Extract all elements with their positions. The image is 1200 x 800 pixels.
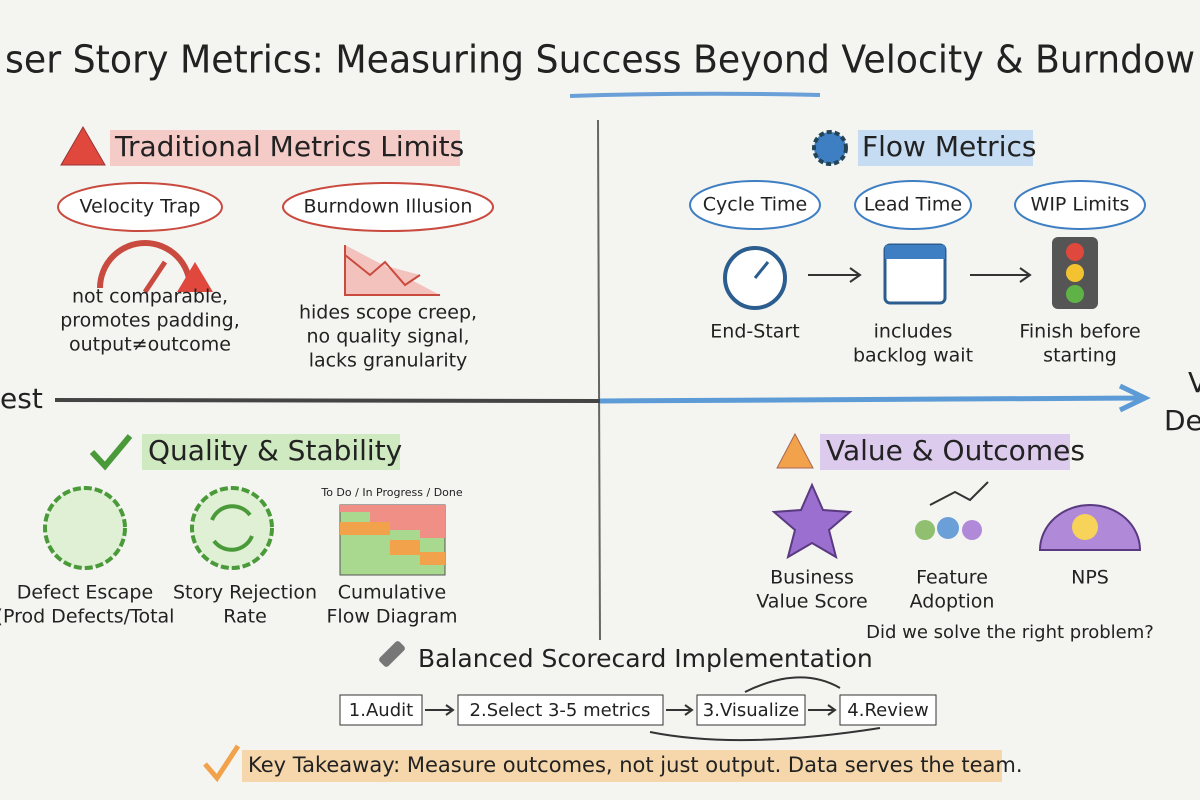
person-icon	[937, 517, 959, 539]
caption: Flow Diagram	[327, 606, 458, 628]
caption: starting	[1043, 345, 1117, 367]
warning-icon	[177, 262, 213, 292]
step-box	[839, 694, 937, 726]
caption: output≠outcome	[69, 334, 231, 356]
bubble	[1014, 180, 1146, 230]
axis-right-label: V	[1188, 366, 1200, 399]
section-title: Quality & Stability	[148, 434, 402, 467]
section-title: Flow Metrics	[862, 130, 1036, 163]
caption: promotes padding,	[60, 310, 240, 332]
title-underline	[569, 91, 821, 98]
title: ser Story Metrics: Measuring Success Bey…	[5, 38, 1195, 82]
check-icon	[89, 434, 133, 471]
trend-arrow	[929, 481, 989, 506]
highlight	[242, 750, 1002, 782]
bubble	[854, 180, 972, 230]
step-box	[457, 694, 664, 726]
section-title: Traditional Metrics Limits	[114, 130, 464, 163]
section-title: Value & Outcomes	[826, 434, 1085, 467]
step-label: 2.Select 3-5 metrics	[470, 700, 651, 721]
caption: NPS	[1071, 567, 1109, 589]
cycle-icon	[210, 504, 254, 552]
caption: hides scope creep,	[299, 302, 477, 324]
step-label: 1.Audit	[349, 700, 413, 721]
bubble-label: WIP Limits	[1031, 194, 1130, 216]
gear-icon	[812, 130, 848, 166]
axis-left-label: est	[0, 382, 43, 415]
step-label: 4.Review	[847, 700, 928, 721]
bubble	[57, 182, 223, 232]
rejection-badge	[190, 486, 274, 570]
highlight	[820, 434, 1070, 470]
horizontal-axis	[54, 398, 601, 403]
gauge-needle	[142, 260, 168, 294]
bubble-label: Velocity Trap	[80, 196, 201, 218]
step-box	[696, 694, 806, 726]
caption: Story Rejection	[173, 582, 317, 604]
axis-right-label: Del	[1164, 404, 1200, 437]
highlight	[110, 130, 460, 166]
caption: lacks granularity	[309, 350, 468, 372]
warning-icon	[60, 126, 106, 166]
step-arrow	[425, 676, 881, 742]
bubble	[282, 182, 494, 232]
calendar-header	[885, 245, 945, 259]
defect-badge	[43, 486, 127, 570]
caption: not comparable,	[72, 286, 228, 308]
caption: Cumulative	[338, 582, 446, 604]
bubble	[689, 180, 821, 230]
warning-icon	[776, 432, 814, 469]
caption: backlog wait	[853, 345, 973, 367]
person-icon	[962, 520, 982, 540]
flow-arrow	[808, 267, 1032, 283]
takeaway: Key Takeaway: Measure outcomes, not just…	[248, 753, 1023, 777]
person-icon	[915, 520, 935, 540]
light	[1066, 285, 1084, 303]
caption: Rate	[223, 606, 267, 628]
cfd-todo	[340, 505, 445, 538]
caption: (Prod Defects/Total	[0, 606, 174, 628]
caption: Business	[770, 567, 854, 589]
bubble-label: Lead Time	[864, 194, 962, 216]
vertical-divider	[597, 119, 601, 641]
caption: Feature	[916, 567, 988, 589]
highlight	[142, 434, 400, 470]
caption: End-Start	[710, 321, 799, 343]
gauge-icon	[97, 240, 193, 289]
caption: Value Score	[756, 591, 867, 613]
caption: Adoption	[910, 591, 995, 613]
burndown-icon	[344, 245, 440, 296]
step-box	[339, 694, 423, 726]
caption: Defect Escape	[17, 582, 153, 604]
step-label: 3.Visualize	[703, 700, 799, 721]
caption: no quality signal,	[307, 326, 470, 348]
star-icon	[771, 482, 853, 560]
cfd-progress	[340, 522, 445, 565]
stopwatch-hand	[753, 261, 770, 279]
marker-icon	[379, 641, 405, 667]
light	[1066, 243, 1084, 261]
section-title: Balanced Scorecard Implementation	[418, 644, 873, 673]
axis-arrow	[599, 383, 1151, 413]
bubble-label: Burndown Illusion	[304, 196, 473, 218]
highlight	[858, 130, 1033, 166]
chart-header: To Do / In Progress / Done	[320, 486, 463, 499]
smiley-icon	[1072, 514, 1098, 540]
bubble-label: Cycle Time	[703, 194, 807, 216]
caption: Finish before	[1019, 321, 1140, 343]
check-icon	[203, 744, 241, 783]
caption: includes	[874, 321, 953, 343]
question: Did we solve the right problem?	[866, 622, 1154, 643]
light	[1066, 264, 1084, 282]
